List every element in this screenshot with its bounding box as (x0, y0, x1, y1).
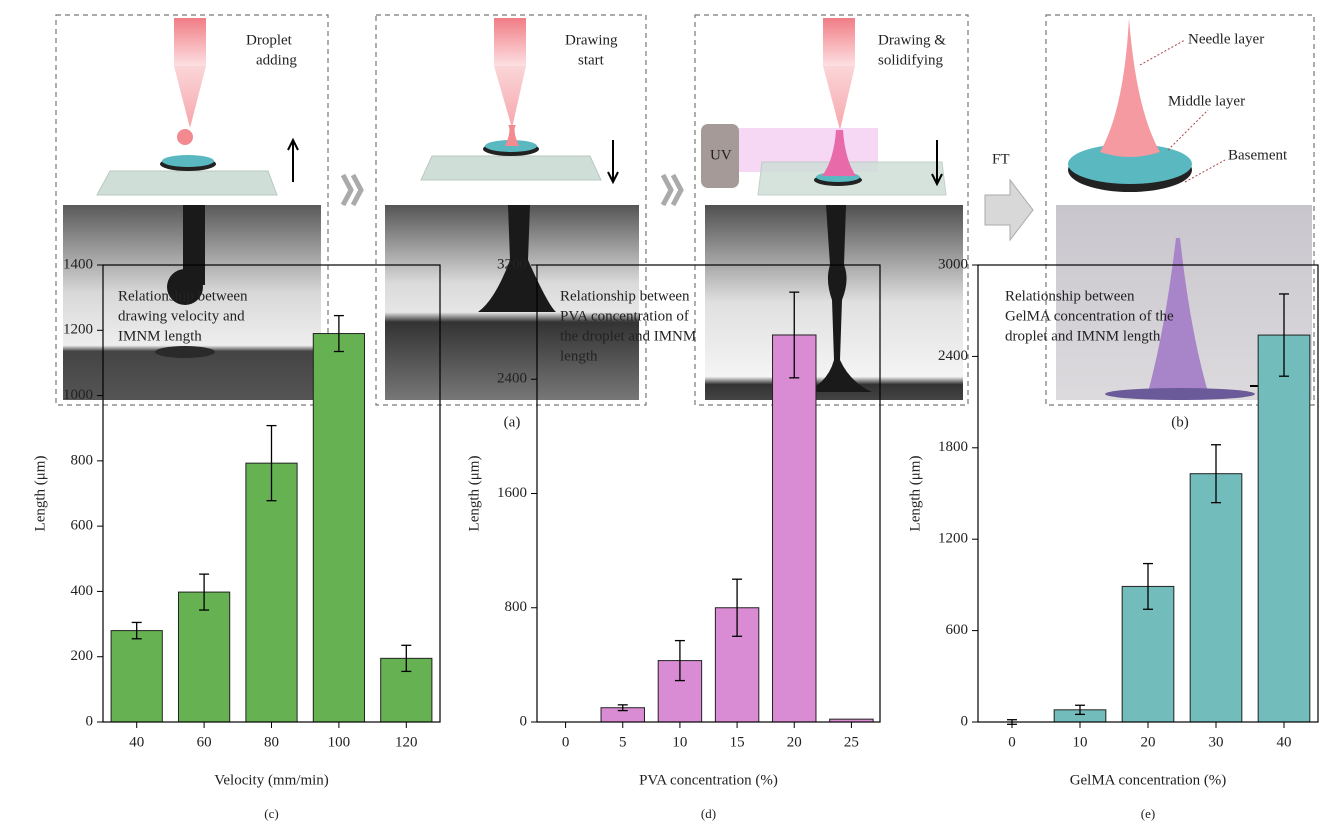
bar (1258, 335, 1310, 722)
x-tick-label: 15 (730, 734, 745, 750)
y-tick-label: 2400 (938, 348, 968, 364)
panel-label: (e) (1141, 806, 1155, 821)
step-label: Droplet (246, 32, 293, 48)
nozzle-tip (823, 66, 855, 130)
step-label: Drawing & (878, 32, 946, 48)
nozzle-tip (174, 66, 206, 128)
panel-label: (c) (264, 806, 278, 821)
y-axis-label: Length (μm) (466, 456, 482, 532)
x-tick-label: 20 (1141, 734, 1156, 750)
x-axis-label: Velocity (mm/min) (214, 772, 329, 788)
y-tick-label: 3200 (497, 256, 527, 272)
x-axis-label: PVA concentration (%) (639, 772, 778, 788)
y-axis-label: Length (μm) (907, 456, 923, 532)
photo-base (155, 346, 215, 358)
bar (178, 592, 229, 722)
y-tick-label: 400 (71, 583, 94, 599)
x-tick-label: 10 (1073, 734, 1088, 750)
annotation: length (560, 348, 598, 364)
droplet (505, 125, 519, 146)
y-tick-label: 600 (946, 622, 969, 638)
x-tick-label: 40 (1277, 734, 1292, 750)
annotation: IMNM length (118, 328, 202, 344)
x-tick-label: 0 (1008, 734, 1016, 750)
needle-layer (1100, 18, 1160, 157)
annotation: Relationship between (118, 288, 248, 304)
glass-slide (421, 156, 601, 180)
panel-label: (b) (1171, 414, 1189, 430)
y-tick-label: 200 (71, 648, 94, 664)
step-label: adding (256, 52, 297, 68)
y-tick-label: 1000 (63, 387, 93, 403)
annotation: droplet and IMNM length (1005, 328, 1161, 344)
y-tick-label: 3000 (938, 256, 968, 272)
arrow (288, 140, 298, 182)
uv-label: UV (710, 147, 732, 163)
y-tick-label: 0 (961, 713, 969, 729)
y-tick-label: 0 (520, 713, 528, 729)
annotation: PVA concentration of (560, 308, 689, 324)
x-tick-label: 120 (395, 734, 418, 750)
x-tick-label: 5 (619, 734, 627, 750)
y-tick-label: 1600 (497, 485, 527, 501)
photo-base (1105, 388, 1255, 400)
annotation: the droplet and IMNM (560, 328, 696, 344)
glass-slide (97, 171, 277, 195)
y-tick-label: 1400 (63, 256, 93, 272)
figure: Droplet adding Drawing start UV Drawing … (0, 0, 1327, 826)
y-tick-label: 1200 (938, 531, 968, 547)
annotation: GelMA concentration of the (1005, 308, 1174, 324)
y-tick-label: 0 (86, 713, 94, 729)
bar (246, 463, 297, 722)
x-tick-label: 60 (197, 734, 212, 750)
annotation: drawing velocity and (118, 308, 245, 324)
bar (313, 334, 364, 722)
ft-arrow (985, 180, 1033, 240)
step-label: Drawing (565, 32, 618, 48)
arrow (608, 140, 618, 182)
y-tick-label: 800 (505, 599, 528, 615)
bar (1190, 474, 1242, 722)
annotation: Relationship between (560, 288, 690, 304)
nozzle (823, 18, 855, 66)
droplet (177, 129, 193, 145)
annotation: Relationship between (1005, 288, 1135, 304)
chevron (663, 175, 681, 205)
x-tick-label: 20 (787, 734, 802, 750)
x-tick-label: 10 (672, 734, 687, 750)
panel-label: (a) (504, 414, 521, 430)
nozzle (494, 18, 526, 66)
bar (111, 631, 162, 722)
chevron (343, 175, 361, 205)
nozzle (174, 18, 206, 66)
panel-label: (d) (701, 806, 716, 821)
y-tick-label: 600 (71, 518, 94, 534)
x-tick-label: 30 (1209, 734, 1224, 750)
panel-a: Droplet adding Drawing start UV Drawing … (56, 15, 968, 430)
y-tick-label: 2400 (497, 371, 527, 387)
x-tick-label: 25 (844, 734, 859, 750)
layer-label: Needle layer (1188, 31, 1264, 47)
disc (162, 155, 214, 167)
step-label: solidifying (878, 52, 944, 68)
x-tick-label: 80 (264, 734, 279, 750)
layer-label: Middle layer (1168, 93, 1245, 109)
y-axis-label: Length (μm) (32, 456, 48, 532)
x-tick-label: 100 (328, 734, 351, 750)
y-tick-label: 1800 (938, 439, 968, 455)
y-tick-label: 1200 (63, 322, 93, 338)
bar (773, 335, 816, 722)
layer-label: Basement (1228, 147, 1288, 163)
x-tick-label: 0 (562, 734, 570, 750)
ft-label: FT (992, 151, 1010, 167)
step-label: start (578, 52, 605, 68)
nozzle-tip (494, 66, 526, 128)
y-tick-label: 800 (71, 452, 94, 468)
x-tick-label: 40 (129, 734, 144, 750)
x-axis-label: GelMA concentration (%) (1070, 772, 1227, 788)
